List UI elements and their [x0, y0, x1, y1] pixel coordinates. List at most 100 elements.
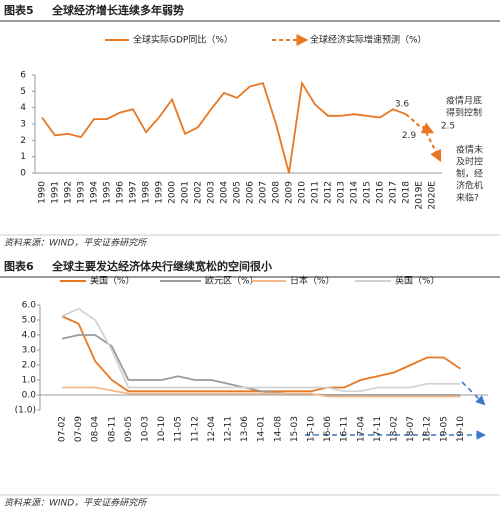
x-tick-label: 1998: [142, 181, 152, 204]
x-tick-label: 2011: [311, 181, 321, 204]
annotation: 制，经: [456, 168, 483, 180]
data-label: 2.5: [441, 122, 455, 132]
x-tick-label: 1992: [64, 181, 74, 204]
x-tick-label: 10-03: [141, 416, 151, 442]
y-tick-label: (1.0): [15, 406, 36, 416]
x-tick-label: 19-10: [456, 416, 466, 442]
x-tick-label: 2018: [402, 181, 412, 204]
x-tick-label: 10-10: [157, 416, 167, 442]
x-tick-label: 1993: [77, 181, 87, 204]
x-tick-label: 2001: [181, 181, 191, 204]
x-tick-label: 2006: [246, 181, 256, 204]
y-tick-label: 2: [20, 136, 26, 146]
x-tick-label: 13-06: [240, 416, 250, 442]
x-tick-label: 2004: [220, 181, 230, 204]
legend-label: 全球经济实际增速预测（%）: [310, 34, 427, 46]
x-tick-label: 2002: [194, 181, 204, 204]
annotation: 得到控制: [446, 107, 482, 119]
x-tick-label: 16-11: [340, 416, 350, 442]
series-line: [61, 307, 461, 393]
x-tick-label: 2014: [350, 181, 360, 204]
x-tick-label: 2008: [272, 181, 282, 204]
y-tick-label: 6: [20, 71, 26, 81]
x-tick-label: 18-02: [390, 416, 400, 442]
x-tick-label: 19-05: [439, 416, 449, 442]
x-tick-label: 1994: [90, 181, 100, 204]
annotation: 来临?: [456, 192, 479, 204]
figure-title: 全球主要发达经济体央行继续宽松的空间很小: [51, 259, 272, 273]
x-tick-label: 1995: [103, 181, 113, 204]
figure-title: 全球经济增长连续多年弱势: [51, 3, 184, 17]
x-tick-label: 2016: [376, 181, 386, 204]
x-tick-label: 2007: [259, 181, 269, 204]
x-tick-label: 16-06: [323, 416, 333, 442]
legend-label: 全球实际GDP同比（%）: [133, 34, 233, 46]
x-tick-label: 1991: [51, 181, 61, 204]
x-tick-label: 07-09: [74, 416, 84, 442]
x-tick-label: 2003: [207, 181, 217, 204]
x-tick-label: 2009: [285, 181, 295, 204]
y-tick-label: 0: [20, 169, 26, 179]
annotation: 疫情月底: [446, 95, 482, 107]
y-tick-label: 2.0: [22, 361, 37, 371]
x-tick-label: 15-10: [307, 416, 317, 442]
x-tick-label: 1997: [129, 181, 139, 204]
series-line: [405, 113, 435, 134]
figure-label: 图表5: [4, 3, 34, 17]
series-line: [61, 315, 461, 393]
trend-arrow: [461, 381, 486, 406]
x-tick-label: 14-01: [257, 416, 267, 442]
y-tick-label: 0.0: [22, 391, 37, 401]
x-tick-label: 12-04: [207, 416, 217, 442]
annotation: 疫情未: [456, 144, 483, 156]
x-tick-label: 17-11: [373, 416, 383, 442]
y-tick-label: 1.0: [22, 376, 37, 386]
x-tick-label: 18-12: [423, 416, 433, 442]
annotation: 及时控: [456, 156, 483, 168]
x-tick-label: 2017: [389, 181, 399, 204]
annotation: 济危机: [456, 180, 483, 192]
x-tick-label: 08-11: [107, 416, 117, 442]
x-tick-label: 09-05: [124, 416, 134, 442]
x-tick-label: 1996: [116, 181, 126, 204]
x-tick-label: 18-07: [406, 416, 416, 442]
legend-label: 美国（%）: [90, 275, 135, 287]
legend-label: 日本（%）: [290, 275, 335, 287]
y-tick-label: 3.0: [22, 346, 37, 356]
x-tick-label: 08-04: [91, 416, 101, 442]
x-tick-label: 2012: [324, 181, 334, 204]
x-tick-label: 1990: [38, 181, 48, 204]
x-tick-label: 11-12: [190, 416, 200, 442]
y-tick-label: 4: [20, 103, 26, 113]
x-tick-label: 14-08: [273, 416, 283, 442]
y-tick-label: 5: [20, 87, 26, 97]
x-tick-label: 11-05: [174, 416, 184, 442]
x-tick-label: 15-03: [290, 416, 300, 442]
x-tick-label: 2005: [233, 181, 243, 204]
y-tick-label: 4.0: [22, 331, 37, 341]
x-tick-label: 2015: [363, 181, 373, 204]
legend-label: 欧元区（%）: [205, 275, 259, 287]
source-note: 资料来源：WIND，平安证券研究所: [4, 238, 148, 249]
data-label: 3.6: [395, 100, 410, 110]
y-tick-label: 6.0: [22, 301, 37, 311]
x-tick-label: 2010: [298, 181, 308, 204]
series-line: [41, 80, 407, 174]
x-tick-label: 07-02: [58, 416, 68, 442]
y-tick-label: 5.0: [22, 316, 37, 326]
legend-label: 英国（%）: [395, 275, 440, 287]
series-line: [61, 334, 461, 396]
y-tick-label: 1: [20, 152, 26, 162]
x-tick-label: 17-04: [356, 416, 366, 442]
source-note: 资料来源：WIND，平安证券研究所: [4, 498, 148, 509]
scenario-arrow: [422, 125, 442, 163]
data-label: 2.9: [402, 131, 417, 141]
series-line: [62, 386, 461, 398]
x-tick-label: 2013: [337, 181, 347, 204]
x-tick-label: 1999: [155, 181, 165, 204]
y-tick-label: 3: [20, 120, 26, 130]
x-tick-label: 12-11: [224, 416, 234, 442]
x-tick-label: 2020E: [428, 181, 438, 210]
